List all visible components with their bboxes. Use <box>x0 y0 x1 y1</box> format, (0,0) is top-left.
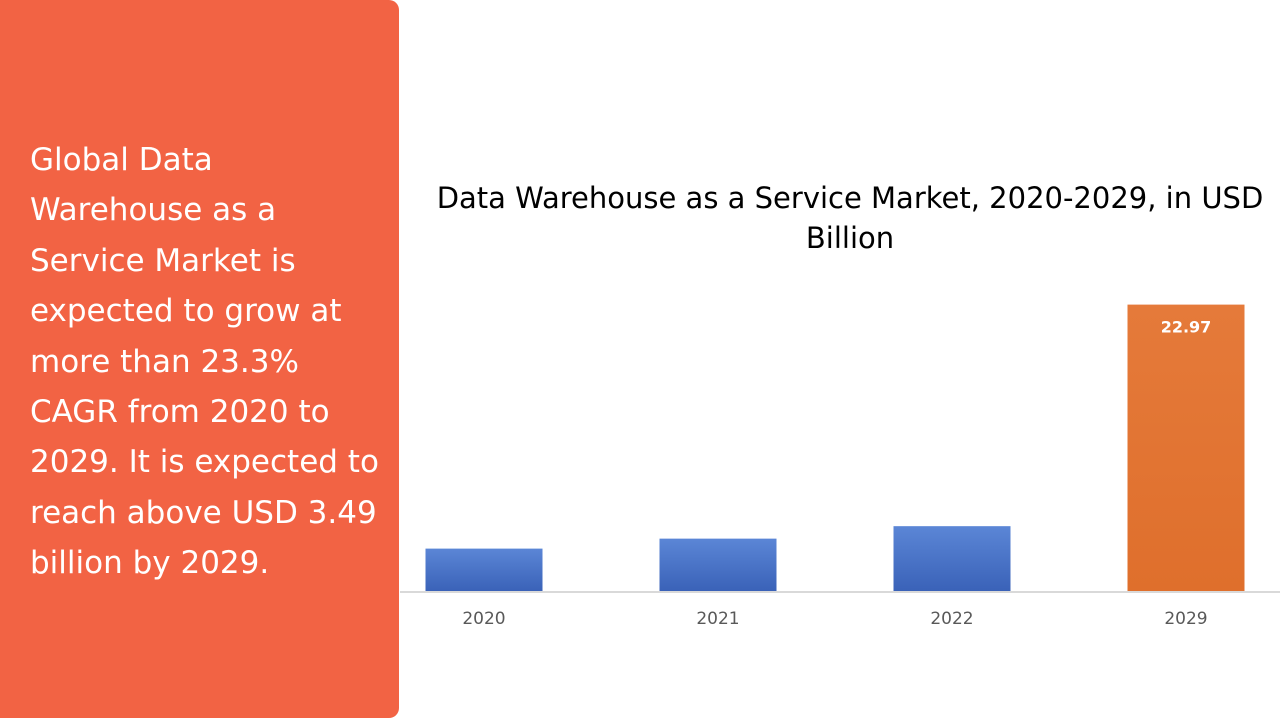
bar-2020 <box>425 548 543 591</box>
x-tick-label-2029: 2029 <box>1164 609 1207 629</box>
x-tick-label-2020: 2020 <box>462 609 505 629</box>
x-tick-label-2021: 2021 <box>696 609 739 629</box>
bars-group: 2020 2021 2022 2029 22.97 <box>425 304 1245 629</box>
side-panel: Global Data Warehouse as a Service Marke… <box>0 0 399 718</box>
bar-2022 <box>893 526 1011 591</box>
bar-2029 <box>1127 304 1245 591</box>
bar-2021 <box>659 538 777 591</box>
side-panel-text: Global Data Warehouse as a Service Marke… <box>30 142 379 582</box>
chart-title: Data Warehouse as a Service Market, 2020… <box>436 181 1264 255</box>
x-tick-label-2022: 2022 <box>930 609 973 629</box>
data-label-2029: 22.97 <box>1161 318 1212 337</box>
